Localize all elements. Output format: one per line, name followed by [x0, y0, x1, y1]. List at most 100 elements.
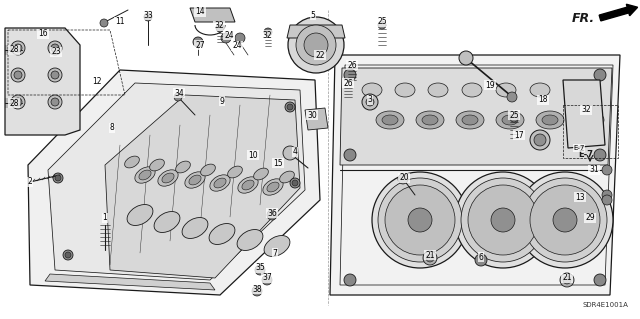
Circle shape — [264, 28, 272, 36]
Circle shape — [455, 172, 551, 268]
Circle shape — [304, 33, 328, 57]
Ellipse shape — [416, 111, 444, 129]
Text: 18: 18 — [538, 95, 548, 105]
Ellipse shape — [209, 224, 235, 244]
Text: 13: 13 — [575, 192, 585, 202]
Circle shape — [510, 114, 518, 122]
Circle shape — [563, 276, 571, 284]
Text: 32: 32 — [262, 31, 272, 40]
Circle shape — [14, 98, 22, 106]
Text: 31: 31 — [589, 166, 599, 174]
Circle shape — [14, 71, 22, 79]
Ellipse shape — [542, 115, 558, 125]
Polygon shape — [48, 83, 305, 280]
Circle shape — [461, 178, 545, 262]
Ellipse shape — [428, 83, 448, 97]
Ellipse shape — [462, 115, 478, 125]
Ellipse shape — [267, 182, 279, 192]
Ellipse shape — [253, 168, 268, 180]
Text: 37: 37 — [262, 273, 272, 283]
Circle shape — [475, 254, 487, 266]
Text: 21: 21 — [425, 250, 435, 259]
Circle shape — [378, 178, 462, 262]
Text: 2: 2 — [28, 177, 33, 187]
Text: 12: 12 — [92, 78, 102, 86]
Polygon shape — [305, 108, 328, 130]
FancyArrow shape — [599, 4, 637, 21]
Text: 33: 33 — [143, 11, 153, 19]
Text: 27: 27 — [195, 41, 205, 49]
Ellipse shape — [214, 178, 226, 188]
Circle shape — [63, 250, 73, 260]
Circle shape — [267, 210, 277, 220]
Ellipse shape — [200, 164, 216, 176]
Ellipse shape — [127, 204, 153, 226]
Ellipse shape — [238, 177, 258, 193]
Circle shape — [11, 95, 25, 109]
Ellipse shape — [189, 175, 201, 185]
Text: 9: 9 — [220, 97, 225, 106]
Circle shape — [216, 24, 224, 32]
Ellipse shape — [185, 172, 205, 188]
Ellipse shape — [496, 83, 516, 97]
Circle shape — [423, 251, 437, 265]
Text: 3: 3 — [367, 95, 372, 105]
Polygon shape — [340, 68, 612, 165]
Circle shape — [290, 178, 300, 188]
Text: SDR4E1001A: SDR4E1001A — [582, 302, 628, 308]
Circle shape — [594, 149, 606, 161]
Text: 25: 25 — [377, 18, 387, 26]
Circle shape — [193, 37, 203, 47]
Ellipse shape — [456, 111, 484, 129]
Ellipse shape — [125, 156, 140, 168]
Ellipse shape — [150, 159, 164, 171]
Circle shape — [14, 44, 22, 52]
Polygon shape — [45, 274, 215, 290]
Circle shape — [288, 17, 344, 73]
Circle shape — [560, 273, 574, 287]
Text: 32: 32 — [214, 21, 224, 31]
Ellipse shape — [175, 161, 190, 173]
Text: 25: 25 — [509, 110, 519, 120]
Text: 14: 14 — [195, 8, 205, 17]
Polygon shape — [287, 25, 345, 38]
Circle shape — [517, 172, 613, 268]
Text: 8: 8 — [109, 123, 115, 132]
Text: 7: 7 — [273, 249, 277, 257]
Ellipse shape — [362, 83, 382, 97]
Circle shape — [594, 274, 606, 286]
Circle shape — [296, 25, 336, 65]
Circle shape — [426, 254, 434, 262]
Text: 1: 1 — [102, 213, 108, 222]
Circle shape — [221, 33, 231, 43]
Circle shape — [292, 180, 298, 186]
Circle shape — [468, 185, 538, 255]
Circle shape — [285, 102, 295, 112]
Ellipse shape — [530, 83, 550, 97]
Ellipse shape — [536, 111, 564, 129]
Circle shape — [100, 19, 108, 27]
Circle shape — [530, 185, 600, 255]
Ellipse shape — [576, 111, 604, 129]
Circle shape — [11, 41, 25, 55]
Ellipse shape — [496, 111, 524, 129]
Ellipse shape — [582, 115, 598, 125]
Text: 32: 32 — [581, 106, 591, 115]
Ellipse shape — [135, 167, 155, 183]
Circle shape — [530, 130, 550, 150]
Circle shape — [48, 95, 62, 109]
Text: 24: 24 — [224, 31, 234, 40]
Ellipse shape — [139, 170, 151, 180]
Text: 26: 26 — [343, 78, 353, 87]
Text: 19: 19 — [485, 80, 495, 90]
Polygon shape — [5, 28, 80, 135]
Ellipse shape — [242, 180, 254, 190]
Circle shape — [51, 98, 59, 106]
Circle shape — [534, 134, 546, 146]
Text: 15: 15 — [273, 159, 283, 167]
Text: 36: 36 — [267, 209, 277, 218]
Text: 30: 30 — [307, 110, 317, 120]
Ellipse shape — [210, 175, 230, 191]
Circle shape — [144, 13, 152, 21]
Text: FR.: FR. — [572, 11, 595, 25]
